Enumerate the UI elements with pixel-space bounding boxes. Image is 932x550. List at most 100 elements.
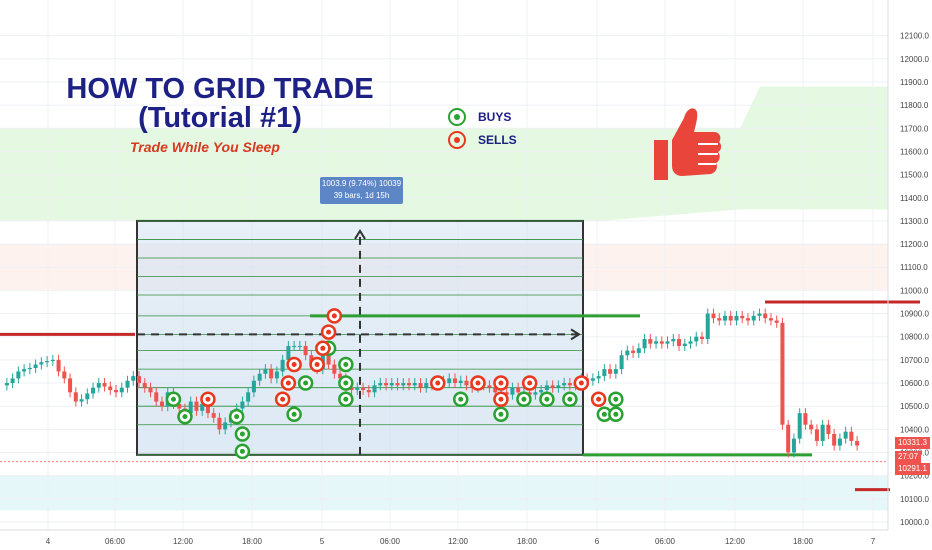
candle-body [50,359,55,362]
buy-marker-dot [239,431,245,437]
candle-body [418,383,423,388]
thumbs-up-icon [654,108,722,180]
y-tick-label: 10800.0 [900,333,929,342]
x-tick-label: 12:00 [448,537,469,546]
candle-body [338,373,343,379]
candle-body [251,380,256,393]
sell-marker-dot [320,345,326,351]
candle-body [361,387,366,390]
candle-body [389,383,394,386]
sell-marker-dot [280,396,286,402]
candle-body [131,376,136,381]
buy-marker-icon [448,108,466,126]
buy-marker-dot [170,396,176,402]
chart-subtitle: Trade While You Sleep [130,139,280,155]
x-tick-label: 06:00 [380,537,401,546]
candle-body [114,389,119,393]
price-tag-low: 10291.1 [895,463,930,475]
candle-body [711,313,716,319]
y-tick-label: 10200.0 [900,472,929,481]
y-tick-label: 11500.0 [900,171,929,180]
buy-marker-dot [498,411,504,417]
candle-body [39,362,44,365]
candle-body [809,424,814,430]
candle-body [602,369,607,377]
candle-body [246,392,251,402]
x-tick-label: 18:00 [793,537,814,546]
candle-body [516,387,521,393]
candle-body [843,431,848,439]
candle-body [677,339,682,346]
candle-body [412,383,417,386]
sell-marker-dot [527,380,533,386]
candle-body [372,385,377,393]
candle-body [269,369,274,379]
candle-body [694,336,699,342]
candle-body [562,383,567,386]
candle-body [177,403,182,409]
price-tag-last: 10331.3 [895,437,930,449]
candle-body [797,413,802,439]
y-tick-label: 10000.0 [900,518,929,527]
candle-body [487,385,492,388]
candle-body [10,378,15,384]
candle-body [745,318,750,321]
candle-body [384,383,389,386]
sell-marker-dot [435,380,441,386]
buy-marker-dot [613,396,619,402]
candle-body [355,387,360,390]
legend-buys-label: BUYS [478,110,512,124]
candle-body [378,383,383,386]
x-tick-label: 5 [320,537,325,546]
candle-body [194,401,199,411]
candle-body [79,399,84,402]
candle-body [280,359,285,372]
candle-body [56,359,61,372]
y-tick-label: 11200.0 [900,240,929,249]
candle-body [45,361,50,363]
candle-body [452,378,457,384]
candle-body [159,401,164,407]
sell-marker-dot [285,380,291,386]
candle-body [263,369,268,374]
title-line-2: (Tutorial #1) [138,102,302,134]
sell-marker-dot [314,362,320,368]
candle-body [654,341,659,344]
y-tick-label: 10100.0 [900,495,929,504]
candle-body [332,364,337,374]
candle-body [803,413,808,425]
sell-marker-dot [578,380,584,386]
candle-body [682,343,687,346]
candle-body [119,387,124,393]
sell-marker-dot [291,362,297,368]
candle-body [303,345,308,356]
candle-body [700,336,705,340]
candle-body [550,385,555,388]
candle-body [22,369,27,372]
upper-band [0,86,888,221]
candle-body [148,387,153,393]
buy-marker-dot [343,362,349,368]
candle-body [544,385,549,390]
x-tick-label: 06:00 [655,537,676,546]
measure-arrow-up [354,229,366,240]
candle-body [136,376,142,384]
y-tick-label: 10900.0 [900,310,929,319]
candle-body [636,348,641,353]
candle-body [27,367,32,370]
candle-body [642,339,647,349]
candle-body [366,389,371,393]
candle-body [240,401,245,409]
x-tick-label: 4 [46,537,51,546]
buy-marker-dot [544,396,550,402]
buy-marker-dot [521,396,527,402]
candle-body [211,413,216,418]
y-tick-label: 11800.0 [900,101,929,110]
candle-body [855,440,860,446]
candle-body [717,318,722,321]
candle-body [786,424,791,453]
sell-marker-dot [498,380,504,386]
time-axis: 4 06:00 12:00 18:00 5 06:00 12:00 18:00 6 06:00 12… [0,529,888,546]
